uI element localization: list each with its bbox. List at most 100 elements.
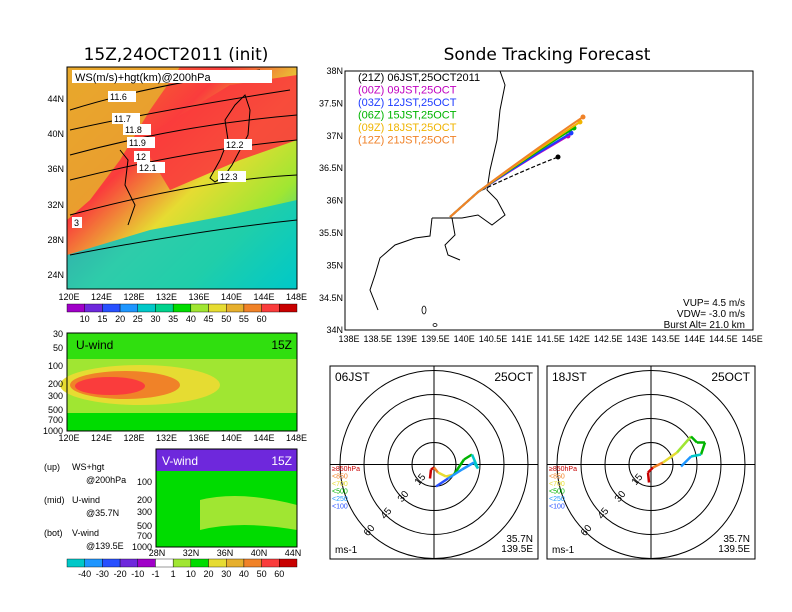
uwind-p-tick: 500	[48, 405, 63, 415]
track-lon-ticks: 138E 138.5E 139E 139.5E 140E 140.5E 141E 141.5E…	[338, 334, 762, 344]
map-lat-tick: 32N	[47, 200, 64, 210]
contour-label: 12.3	[220, 172, 238, 182]
hodo-trace-segment	[680, 455, 692, 468]
note-line2: @139.5E	[86, 541, 124, 551]
uwind-lower	[67, 413, 297, 431]
map-lon-tick: 144E	[253, 292, 274, 302]
track-lon-tick: 142.5E	[594, 334, 623, 344]
hodo-level-label: <500	[332, 489, 348, 496]
hodo-trace-segment	[676, 435, 692, 454]
hodo-trace-segment	[646, 472, 651, 483]
hodo-trace-segment	[652, 461, 664, 469]
colorbar-top-swatch	[172, 303, 192, 313]
contour-label: 12	[136, 152, 146, 162]
vwind-lat-tick: 40N	[251, 548, 268, 558]
hodo-trace-segment	[452, 458, 466, 476]
hodo-location: 139.5E	[718, 544, 750, 555]
uwind-frame	[66, 332, 298, 432]
colorbar-top-label: 20	[115, 314, 125, 324]
colorbar-top-swatch	[137, 303, 156, 313]
hodo-unit: ms-1	[552, 545, 575, 556]
colorbar-bottom-label: 1	[171, 569, 176, 579]
contour-label: 11.7	[114, 114, 131, 124]
colorbar-top-label: 55	[239, 314, 249, 324]
contour-label-bg	[224, 139, 252, 150]
track-legend: (21Z) 06JST,25OCT2011(00Z) 09JST,25OCT(0…	[358, 72, 480, 147]
track-lon-tick: 144.5E	[709, 334, 738, 344]
note-tag: (bot)	[44, 528, 63, 538]
colorbar-bottom-swatch	[172, 558, 192, 568]
hodo-level-label: <850	[549, 474, 565, 481]
contour-label-bg	[123, 124, 151, 135]
uwind-p-tick: 700	[48, 415, 63, 425]
note-line1: WS+hgt	[72, 462, 105, 472]
colorbar-top-swatch	[84, 303, 103, 313]
vwind-frame	[155, 448, 298, 548]
hodo-location: 35.7N	[506, 534, 533, 545]
map-lon-tick: 148E	[286, 292, 307, 302]
note-tag: (mid)	[44, 495, 65, 505]
hodo-level-label: <250	[549, 496, 565, 503]
colorbar-bottom-label: -10	[131, 569, 144, 579]
vwind-mid	[200, 496, 297, 530]
colorbar-bottom-swatch	[66, 558, 85, 568]
contour-label: 3	[74, 218, 79, 228]
map-lon-tick: 132E	[156, 292, 177, 302]
hodo-time: 06JST	[335, 370, 370, 384]
track-lon-tick: 142E	[569, 334, 590, 344]
map-lon-tick: 128E	[123, 292, 144, 302]
colorbar-top: 10 15 20 25 30 35 40 45 50 55 60	[66, 303, 298, 324]
colorbar-top-label: 25	[133, 314, 143, 324]
track-lat-tick: 35.5N	[319, 228, 343, 238]
colorbar-top-swatch	[119, 303, 138, 313]
colorbar-top-label: 45	[204, 314, 214, 324]
note-line1: V-wind	[72, 528, 99, 538]
sonde-tracks	[449, 114, 586, 218]
map-lon-ticks: 120E 124E 128E 132E 136E 140E 144E 148E	[58, 292, 307, 302]
colorbar-top-swatch	[261, 303, 280, 313]
sonde-burst-point	[555, 154, 561, 160]
hodo-level-label: <500	[549, 489, 565, 496]
hodo-date: 25OCT	[494, 370, 533, 384]
map-lat-tick: 36N	[47, 164, 64, 174]
uwind-lon-tick: 148E	[286, 433, 307, 443]
uwind-time: 15Z	[271, 338, 292, 352]
map-lat-tick: 44N	[47, 94, 64, 104]
vwind-p-tick: 500	[137, 521, 152, 531]
map-lat-tick: 24N	[47, 270, 64, 280]
hodo-level-label: <700	[332, 481, 348, 488]
hodo-level-label: <850	[332, 474, 348, 481]
hodo-trace-segment	[428, 469, 433, 479]
track-legend-entry: (09Z) 18JST,25OCT	[358, 122, 457, 134]
colorbar-top-swatch	[66, 303, 85, 313]
vwind-lat-tick: 36N	[217, 548, 234, 558]
sonde-burst-point	[580, 114, 586, 120]
boso-coastline	[444, 217, 461, 261]
right-title: Sonde Tracking Forecast	[444, 45, 651, 65]
contour-label-bg	[112, 113, 140, 124]
colorbar-bottom-swatch	[84, 558, 103, 568]
vwind-p-tick: 200	[137, 495, 152, 505]
map-lat-tick: 28N	[47, 235, 64, 245]
colorbar-bottom-swatch	[261, 558, 280, 568]
colorbar-bottom-label: -20	[114, 569, 127, 579]
ws-map-label: WS(m/s)+hgt(km)@200hPa	[75, 72, 211, 84]
uwind-p-tick: 100	[48, 361, 63, 371]
colorbar-bottom-swatch	[279, 558, 298, 568]
track-lon-tick: 138E	[338, 334, 359, 344]
ws-map-frame	[66, 66, 298, 290]
colorbar-bottom-label: 40	[239, 569, 249, 579]
track-lon-tick: 143.5E	[652, 334, 681, 344]
hodo-level-label: <250	[332, 496, 348, 503]
track-lon-tick: 145E	[742, 334, 763, 344]
colorbar-bottom-label: -40	[78, 569, 91, 579]
hodo-trace-segment	[472, 461, 480, 470]
track-lat-tick: 37.5N	[319, 98, 343, 108]
colorbar-bottom-swatch	[226, 558, 245, 568]
izu-coastline	[369, 217, 433, 311]
izu-island-1	[421, 305, 427, 315]
